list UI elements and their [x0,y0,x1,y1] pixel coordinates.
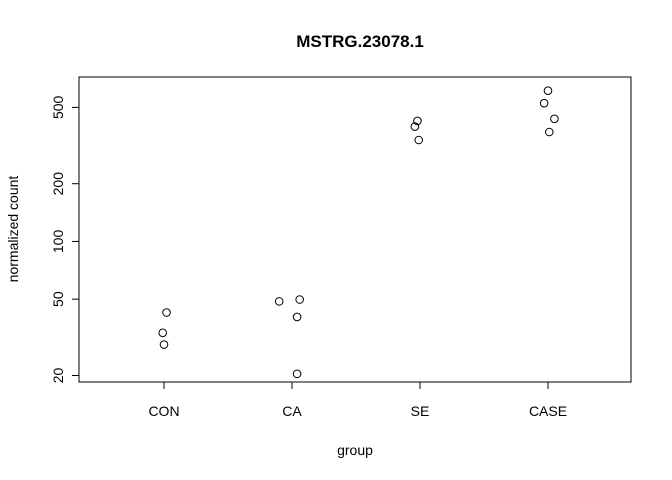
plot-frame [78,76,632,383]
x-tick-label-se: SE [411,403,430,419]
data-point-case [539,98,549,108]
x-axis-label: group [337,442,373,458]
x-tick-label-case: CASE [529,403,567,419]
data-points [158,86,559,379]
data-point-ca [295,295,304,304]
x-axis: CON CA SE CASE [148,382,567,419]
data-point-ca [274,297,284,306]
y-axis: 20 50 100 200 500 [50,95,79,383]
data-point-con [159,340,169,349]
data-point-case [544,127,554,137]
y-tick-label: 20 [50,368,66,384]
y-tick-label: 200 [50,172,66,196]
y-tick-label: 50 [50,291,66,307]
data-point-ca [292,312,302,322]
x-tick-label-con: CON [148,403,179,419]
chart-title: MSTRG.23078.1 [296,32,424,51]
y-axis-label: normalized count [5,176,21,283]
y-tick-label: 500 [50,95,66,119]
data-point-con [162,308,171,317]
data-point-case [543,86,553,95]
data-point-case [550,114,559,124]
data-point-ca [292,369,302,379]
data-point-con [158,328,168,338]
data-point-se [413,116,422,126]
data-point-se [410,122,420,131]
x-tick-label-ca: CA [282,403,302,419]
data-point-se [414,135,424,145]
y-tick-label: 100 [50,230,66,254]
